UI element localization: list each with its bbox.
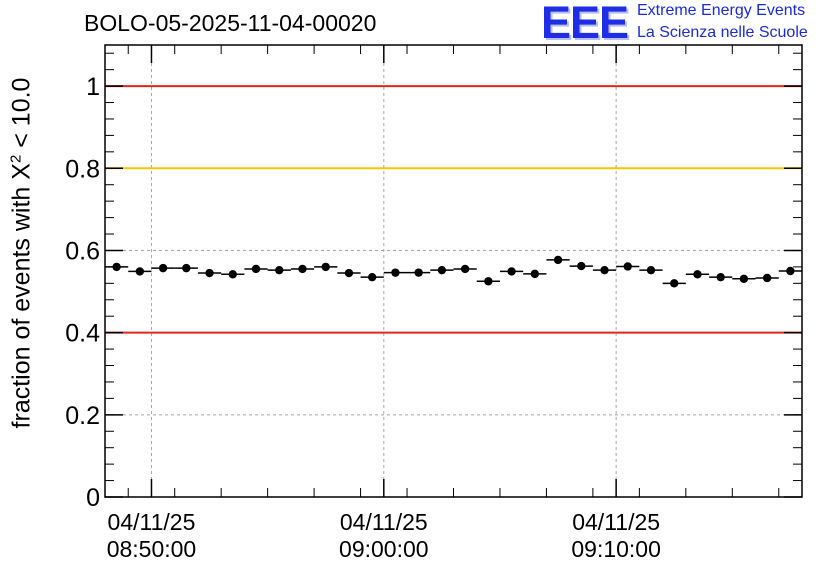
data-marker bbox=[391, 268, 400, 277]
data-marker bbox=[553, 255, 563, 265]
data-marker bbox=[693, 270, 702, 279]
data-point bbox=[174, 263, 198, 273]
reference-lines bbox=[105, 85, 802, 334]
data-point bbox=[569, 261, 593, 271]
data-marker bbox=[275, 265, 284, 275]
y-axis-label-prefix: fraction of events with X bbox=[7, 163, 36, 429]
data-marker bbox=[762, 273, 772, 283]
y-axis-label-suffix: < 10.0 bbox=[7, 77, 36, 155]
logo-line-2: La Scienza nelle Scuole bbox=[637, 24, 808, 41]
data-marker bbox=[739, 274, 749, 284]
eee-logo: EEE bbox=[541, 0, 629, 48]
data-point bbox=[546, 255, 570, 265]
data-marker bbox=[646, 265, 656, 275]
data-point bbox=[314, 262, 338, 272]
data-point bbox=[755, 273, 779, 283]
data-marker bbox=[182, 263, 191, 273]
data-marker bbox=[484, 277, 493, 286]
data-point bbox=[151, 263, 175, 273]
data-marker bbox=[414, 268, 423, 277]
data-point bbox=[499, 267, 524, 276]
data-point bbox=[197, 268, 222, 278]
data-marker bbox=[600, 265, 609, 275]
x-tick-label-time: 09:10:00 bbox=[571, 536, 661, 562]
y-tick-label: 0.6 bbox=[65, 237, 100, 265]
data-marker bbox=[298, 264, 307, 274]
data-points bbox=[105, 255, 802, 288]
data-marker bbox=[577, 261, 586, 271]
data-marker bbox=[367, 272, 377, 282]
data-point bbox=[639, 265, 663, 275]
y-tick-label: 1 bbox=[86, 73, 100, 101]
data-point bbox=[523, 269, 547, 279]
x-tick-label-time: 09:00:00 bbox=[339, 536, 429, 562]
logo-line-1: Extreme Energy Events bbox=[637, 2, 806, 19]
data-marker bbox=[460, 264, 470, 274]
data-marker bbox=[786, 266, 795, 276]
data-marker bbox=[507, 267, 516, 276]
data-point bbox=[267, 265, 291, 275]
data-point bbox=[337, 268, 361, 278]
data-marker bbox=[437, 265, 447, 275]
data-marker bbox=[251, 264, 261, 274]
data-marker bbox=[716, 272, 725, 282]
y-tick-label: 0.4 bbox=[65, 320, 100, 348]
data-marker bbox=[321, 262, 330, 272]
y-tick-label: 0.2 bbox=[65, 402, 100, 430]
data-point bbox=[592, 265, 617, 275]
y-tick-label: 0.8 bbox=[65, 155, 100, 183]
data-point bbox=[244, 264, 268, 274]
data-marker bbox=[205, 268, 214, 278]
data-point bbox=[453, 264, 477, 274]
data-point bbox=[778, 266, 802, 276]
data-marker bbox=[228, 270, 237, 279]
data-marker bbox=[112, 262, 121, 272]
data-point bbox=[709, 272, 733, 282]
x-tick-label-date: 04/11/25 bbox=[340, 509, 428, 535]
data-marker bbox=[158, 263, 168, 273]
data-point bbox=[290, 264, 315, 274]
x-tick-label-date: 04/11/25 bbox=[572, 509, 660, 535]
data-point bbox=[732, 274, 756, 284]
data-marker bbox=[623, 262, 632, 271]
data-point bbox=[128, 267, 152, 276]
x-tick-label-date: 04/11/25 bbox=[108, 509, 196, 535]
y-axis-label-sup: 2 bbox=[7, 154, 25, 164]
data-point bbox=[430, 265, 454, 275]
data-point bbox=[685, 270, 710, 279]
data-marker bbox=[670, 279, 679, 288]
data-marker bbox=[530, 269, 540, 279]
data-point bbox=[407, 268, 431, 277]
data-point bbox=[221, 270, 245, 279]
run-title: BOLO-05-2025-11-04-00020 bbox=[84, 10, 377, 36]
data-point bbox=[360, 272, 384, 282]
data-point bbox=[476, 277, 500, 286]
data-point bbox=[616, 262, 640, 271]
y-tick-label: 0 bbox=[86, 484, 100, 512]
axis-ticks: 00.20.40.60.8104/11/2508:50:0004/11/2509… bbox=[65, 45, 802, 562]
data-point bbox=[383, 268, 408, 277]
data-marker bbox=[135, 267, 145, 276]
data-point bbox=[662, 279, 686, 288]
data-marker bbox=[344, 268, 354, 278]
x-tick-label-time: 08:50:00 bbox=[107, 536, 197, 562]
